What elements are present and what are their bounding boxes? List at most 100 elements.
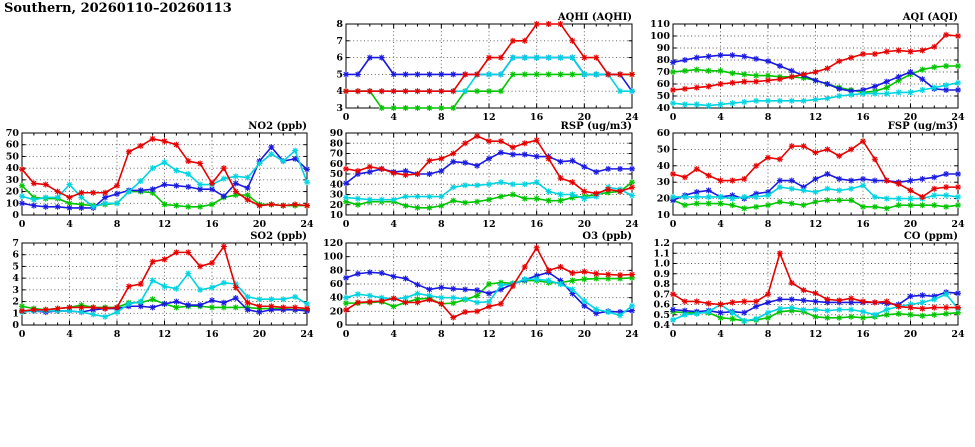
svg-text:24: 24: [951, 219, 965, 230]
no2-cyan-series: [19, 147, 310, 210]
svg-text:60: 60: [657, 128, 671, 139]
svg-text:16: 16: [856, 112, 870, 123]
svg-text:0: 0: [19, 329, 26, 340]
svg-text:60: 60: [657, 79, 671, 90]
svg-text:8: 8: [336, 19, 343, 30]
svg-text:0.5: 0.5: [653, 310, 670, 321]
chart-rsp: 10 20 30 40 50 60 70 80 90 0 4 8 12 16 20 24 RSP (ug/m3): [320, 119, 642, 233]
chart-aqi: 40 50 60 70 80 90 100 110 0 4 8 12 16 20 24 AQI (AQI): [647, 10, 968, 126]
svg-text:8: 8: [114, 329, 121, 340]
aqhi-title: AQHI (AQHI): [557, 12, 632, 23]
svg-text:90: 90: [657, 43, 671, 54]
svg-text:5: 5: [12, 261, 19, 272]
svg-text:8: 8: [765, 329, 772, 340]
aqhi-tick-labels: 3 4 5 6 7 8 0 4 8 12 16 20 24 AQHI (AQHI): [336, 12, 639, 123]
aqi-axes: [672, 23, 959, 109]
fsp-title: FSP (ug/m3): [888, 121, 958, 132]
svg-text:5: 5: [336, 69, 343, 80]
svg-text:0: 0: [19, 219, 26, 230]
svg-text:4: 4: [66, 329, 73, 340]
svg-text:20: 20: [904, 112, 918, 123]
rsp-axes: [345, 132, 633, 216]
svg-text:20: 20: [578, 219, 592, 230]
svg-text:6: 6: [336, 53, 343, 64]
svg-text:20: 20: [253, 219, 267, 230]
co-tick-labels: 0.40.50.60.70.80.91.01.11.2 0 4 8 12 16 20 24 CO…: [653, 231, 965, 340]
svg-text:60: 60: [6, 140, 20, 151]
svg-text:0.9: 0.9: [653, 269, 670, 280]
svg-text:12: 12: [482, 112, 495, 123]
svg-text:40: 40: [330, 179, 344, 190]
svg-text:0.8: 0.8: [653, 279, 670, 290]
co-axes: [672, 242, 959, 326]
svg-text:1.2: 1.2: [653, 238, 670, 249]
rsp-cyan-series: [343, 179, 635, 203]
so2-title: SO2 (ppb): [250, 231, 307, 242]
svg-text:40: 40: [657, 103, 671, 114]
o3-plot: 0 20 40 60 80 100 120 0 4 8 12 16 20 24 O3 (ppb): [323, 231, 639, 340]
svg-text:8: 8: [765, 219, 772, 230]
svg-text:80: 80: [330, 138, 344, 149]
svg-text:24: 24: [625, 329, 639, 340]
svg-text:0: 0: [336, 320, 343, 331]
svg-text:40: 40: [330, 293, 344, 304]
svg-text:16: 16: [530, 112, 544, 123]
co-title: CO (ppm): [904, 231, 958, 242]
svg-text:16: 16: [856, 329, 870, 340]
chart-no2: 0 10 20 30 40 50 60 70 0 4 8 12 16 20 24 NO2 (ppb): [0, 119, 317, 233]
svg-text:20: 20: [330, 200, 344, 211]
svg-text:24: 24: [951, 329, 965, 340]
so2-cyan-series: [19, 270, 310, 320]
svg-text:24: 24: [951, 112, 965, 123]
no2-title: NO2 (ppb): [248, 121, 307, 132]
svg-text:10: 10: [657, 210, 671, 221]
svg-text:12: 12: [158, 329, 171, 340]
aqi-cyan-series: [670, 79, 961, 109]
svg-text:10: 10: [330, 210, 344, 221]
aqhi-red-series: [343, 21, 635, 95]
svg-text:0: 0: [670, 219, 677, 230]
so2-red-series: [19, 243, 310, 314]
svg-text:30: 30: [6, 175, 20, 186]
svg-text:24: 24: [625, 112, 639, 123]
svg-text:24: 24: [300, 219, 314, 230]
svg-text:2: 2: [12, 297, 19, 308]
svg-text:0: 0: [12, 210, 19, 221]
svg-text:8: 8: [438, 219, 445, 230]
svg-text:4: 4: [717, 329, 724, 340]
svg-text:16: 16: [530, 219, 544, 230]
co-plot: 0.40.50.60.70.80.91.01.11.2 0 4 8 12 16 20 24 CO…: [653, 231, 965, 340]
svg-text:70: 70: [657, 67, 671, 78]
svg-text:100: 100: [650, 31, 670, 42]
svg-text:12: 12: [809, 112, 822, 123]
rsp-red-series: [343, 133, 635, 197]
o3-tick-labels: 0 20 40 60 80 100 120 0 4 8 12 16 20 24 O3 (ppb): [323, 231, 639, 340]
svg-text:24: 24: [300, 329, 314, 340]
svg-text:0: 0: [12, 320, 19, 331]
o3-red-series: [343, 244, 635, 321]
svg-text:0: 0: [343, 112, 350, 123]
svg-text:16: 16: [205, 329, 219, 340]
chart-fsp: 10 20 30 40 50 60 0 4 8 12 16 20 24 FSP (ug/m3): [647, 119, 968, 233]
svg-text:8: 8: [765, 112, 772, 123]
co-gridlines: [673, 243, 958, 325]
svg-text:4: 4: [717, 112, 724, 123]
svg-text:4: 4: [717, 219, 724, 230]
svg-text:16: 16: [530, 329, 544, 340]
svg-text:12: 12: [809, 219, 822, 230]
svg-text:6: 6: [12, 250, 19, 261]
aqhi-plot: 3 4 5 6 7 8 0 4 8 12 16 20 24 AQHI (AQHI): [336, 12, 639, 123]
rsp-title: RSP (ug/m3): [561, 121, 632, 132]
svg-text:10: 10: [6, 198, 20, 209]
o3-title: O3 (ppb): [582, 231, 632, 242]
svg-text:1: 1: [12, 308, 19, 319]
svg-text:20: 20: [6, 187, 20, 198]
svg-text:20: 20: [904, 219, 918, 230]
svg-text:16: 16: [205, 219, 219, 230]
svg-text:4: 4: [336, 86, 343, 97]
